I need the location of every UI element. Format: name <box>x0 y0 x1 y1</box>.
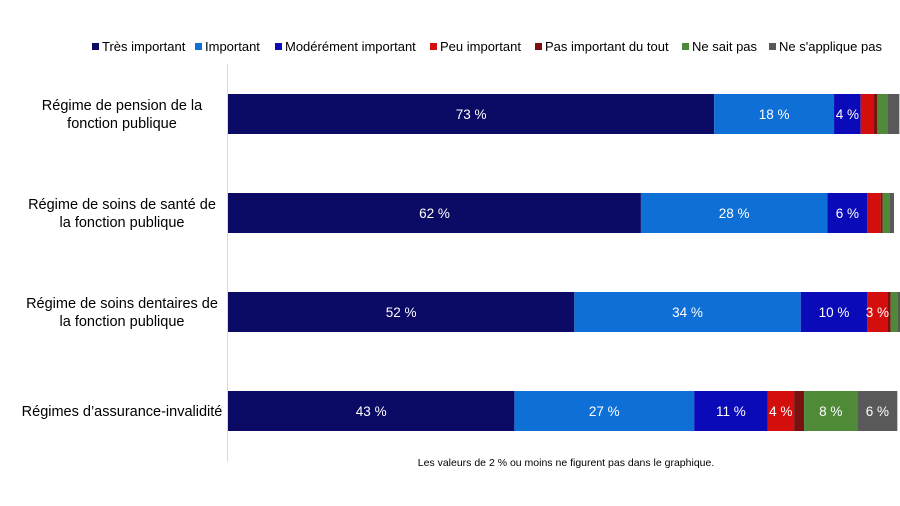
bar-segment <box>857 391 898 431</box>
bar-segment <box>880 193 883 233</box>
legend-label: Ne sait pas <box>692 39 758 54</box>
data-label: 8 % <box>819 404 842 419</box>
category-label: Régime de soins dentaires de la fonction … <box>26 296 218 330</box>
bars: 73 % 18 % 4 % 62 % 28 % 6 % 52 % 34 % 10 % 3 % 43 … <box>228 94 900 431</box>
data-label: 52 % <box>386 305 417 320</box>
data-label: 11 % <box>716 404 746 419</box>
bar-segment <box>867 193 881 233</box>
bar-segment <box>228 193 641 233</box>
data-label: 10 % <box>819 305 850 320</box>
legend-swatch <box>430 43 437 50</box>
bar-row: 43 % 27 % 11 % 4 % 8 % 6 % <box>228 391 898 431</box>
category-label: Régimes d’assurance-invalidité <box>22 404 223 420</box>
data-label: 4 % <box>836 107 859 122</box>
bar-segment <box>874 94 878 134</box>
bar-segment <box>800 292 868 332</box>
legend-label: Important <box>205 39 260 54</box>
data-label: 34 % <box>672 305 703 320</box>
bar-segment <box>897 292 900 332</box>
legend-swatch <box>275 43 282 50</box>
bar-segment <box>887 94 900 134</box>
legend-swatch <box>682 43 689 50</box>
chart-legend: Très important Important Modérément import… <box>92 39 882 54</box>
data-label: 62 % <box>419 206 450 221</box>
legend-item: Très important <box>92 39 186 54</box>
data-label: 6 % <box>866 404 889 419</box>
bar-segment <box>228 292 575 332</box>
bar-row: 52 % 34 % 10 % 3 % <box>228 292 900 332</box>
bar-segment <box>714 94 835 134</box>
legend-item: Important <box>195 39 260 54</box>
bar-segment <box>834 94 861 134</box>
bar-segment <box>794 391 805 431</box>
legend-item: Ne s'applique pas <box>769 39 882 54</box>
category-label: Régime de pension de la fonction publique <box>42 98 203 132</box>
legend-swatch <box>535 43 542 50</box>
data-label: 4 % <box>769 404 792 419</box>
bar-segment <box>882 193 891 233</box>
data-label: 73 % <box>456 107 487 122</box>
bar-row: 62 % 28 % 6 % <box>228 193 894 233</box>
bar-segment <box>877 94 888 134</box>
bar-segment <box>804 391 858 431</box>
data-label: 18 % <box>759 107 790 122</box>
legend-swatch <box>769 43 776 50</box>
legend-swatch <box>195 43 202 50</box>
legend-item: Modérément important <box>275 39 416 54</box>
data-label: 3 % <box>866 305 889 320</box>
bar-segment <box>860 94 875 134</box>
legend-item: Peu important <box>430 39 521 54</box>
legend-label: Très important <box>102 39 186 54</box>
bar-segment <box>574 292 801 332</box>
bar-segment <box>694 391 768 431</box>
legend-label: Ne s'applique pas <box>779 39 882 54</box>
category-labels: Régime de pension de la fonction publique… <box>22 98 223 420</box>
data-label: 27 % <box>589 404 620 419</box>
bar-segment <box>867 292 888 332</box>
legend-label: Pas important du tout <box>545 39 669 54</box>
data-label: 28 % <box>719 206 750 221</box>
bar-segment <box>228 94 715 134</box>
legend-item: Pas important du tout <box>535 39 669 54</box>
legend-item: Ne sait pas <box>682 39 758 54</box>
bar-segment <box>890 292 898 332</box>
chart-footnote: Les valeurs de 2 % ou moins ne figurent … <box>418 457 715 469</box>
legend-label: Modérément important <box>285 39 416 54</box>
bar-segment <box>767 391 795 431</box>
bar-segment <box>890 193 894 233</box>
data-label: 43 % <box>356 404 387 419</box>
bar-segment <box>514 391 695 431</box>
category-label: Régime de soins de santé de la fonction p… <box>28 197 216 231</box>
bar-row: 73 % 18 % 4 % <box>228 94 900 134</box>
legend-label: Peu important <box>440 39 521 54</box>
bar-segment <box>228 391 515 431</box>
bar-segment <box>640 193 828 233</box>
bar-segment <box>827 193 868 233</box>
bar-segment <box>887 292 891 332</box>
data-label: 6 % <box>836 206 859 221</box>
legend-swatch <box>92 43 99 50</box>
